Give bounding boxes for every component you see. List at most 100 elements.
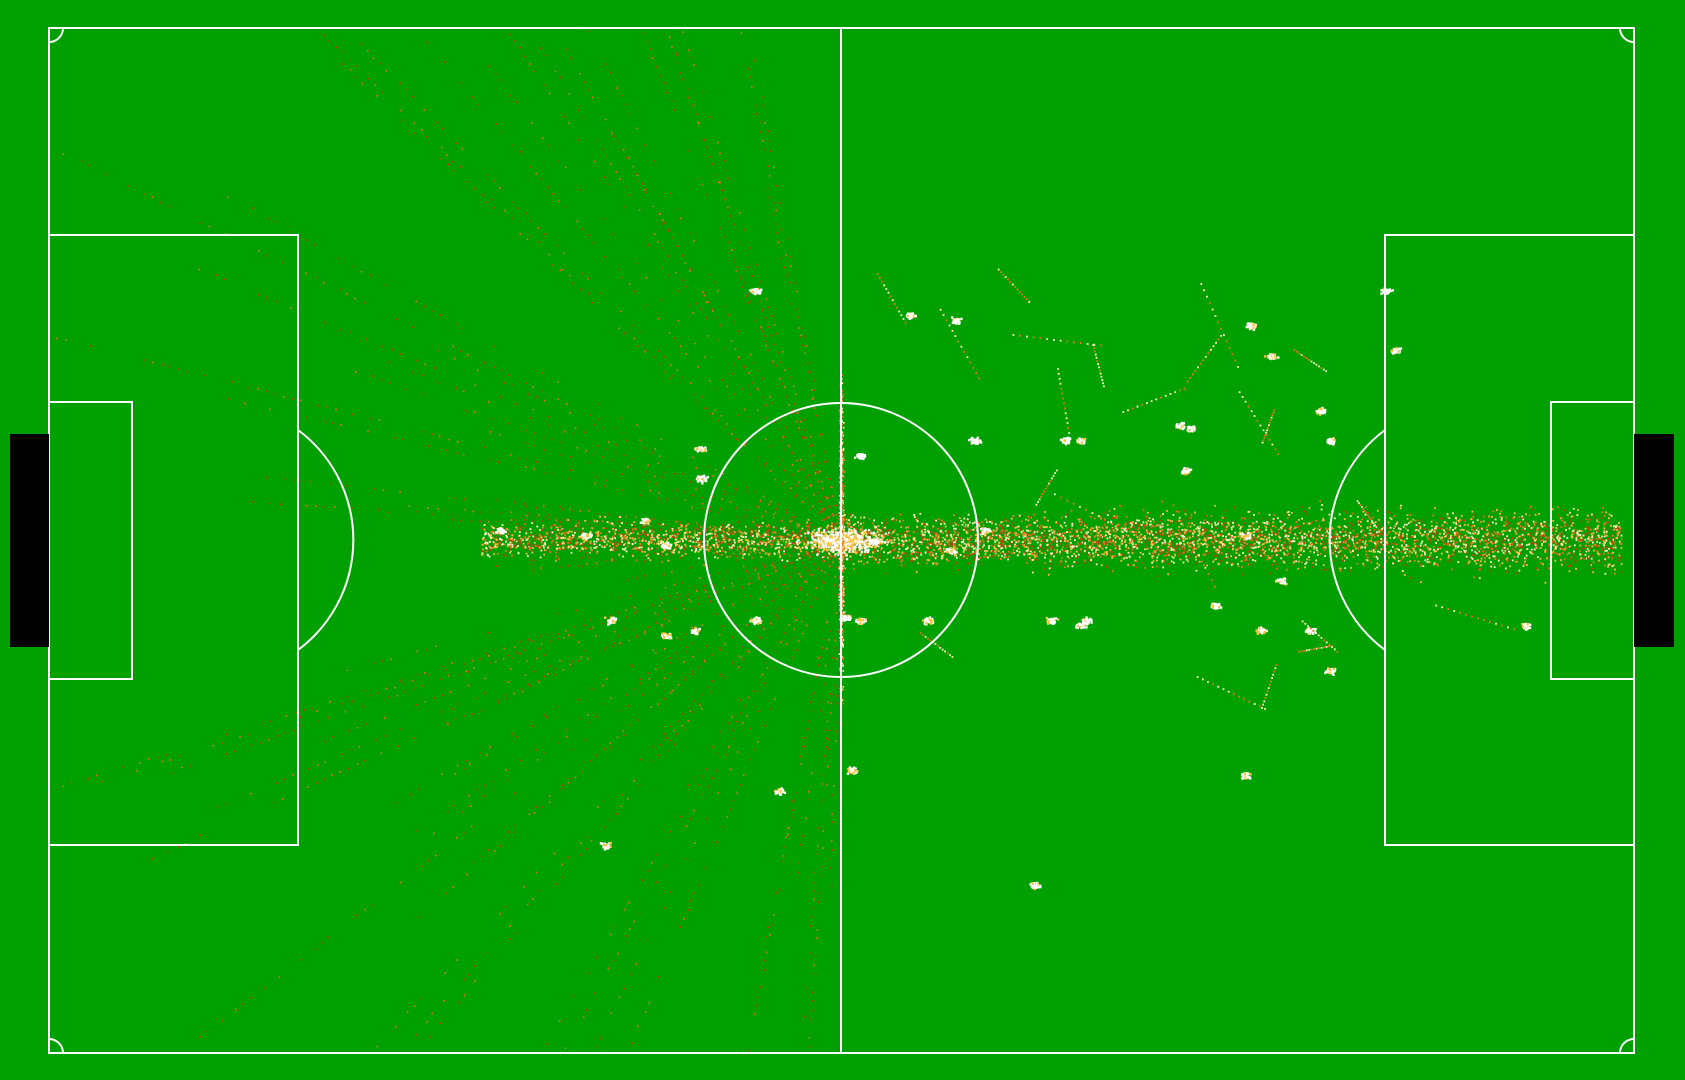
heat-point bbox=[732, 493, 735, 495]
heat-point bbox=[1017, 547, 1020, 550]
heat-point bbox=[1572, 531, 1575, 533]
heat-point bbox=[880, 548, 882, 551]
heat-point bbox=[757, 741, 759, 743]
heat-point bbox=[830, 702, 833, 705]
heat-point bbox=[1443, 529, 1445, 532]
heat-point bbox=[730, 340, 733, 342]
heat-point bbox=[1272, 521, 1275, 524]
heat-point bbox=[580, 718, 583, 721]
heat-point bbox=[1336, 544, 1339, 547]
heat-point bbox=[508, 374, 510, 376]
heat-point bbox=[1198, 538, 1201, 541]
heat-point bbox=[1339, 549, 1342, 552]
heat-point bbox=[558, 742, 560, 744]
heat-point bbox=[1477, 527, 1479, 529]
heat-point bbox=[506, 779, 509, 782]
heat-point bbox=[1494, 550, 1497, 552]
heat-point bbox=[620, 417, 622, 419]
heat-point bbox=[958, 544, 961, 546]
heat-point bbox=[616, 140, 619, 143]
heat-point bbox=[759, 121, 761, 123]
heat-point bbox=[810, 559, 812, 561]
heat-point bbox=[1107, 540, 1109, 543]
heat-point bbox=[463, 978, 465, 981]
heat-point bbox=[1406, 514, 1409, 516]
heat-point bbox=[767, 574, 769, 577]
heat-point bbox=[854, 550, 857, 552]
heat-point bbox=[509, 94, 512, 97]
heat-point bbox=[1084, 550, 1086, 552]
heat-point bbox=[827, 701, 829, 704]
heat-point bbox=[1004, 546, 1007, 549]
heat-point bbox=[523, 649, 525, 652]
heat-point bbox=[447, 674, 450, 677]
heat-point bbox=[413, 122, 416, 125]
heat-point bbox=[469, 763, 471, 765]
heat-point bbox=[1300, 549, 1302, 552]
heat-point bbox=[660, 518, 663, 521]
heat-point bbox=[1212, 555, 1215, 557]
heat-point bbox=[492, 789, 495, 792]
heat-point bbox=[800, 334, 803, 336]
heat-point bbox=[1302, 522, 1305, 525]
heat-point bbox=[1247, 528, 1250, 531]
heat-point bbox=[1356, 535, 1359, 538]
heat-point bbox=[1157, 522, 1160, 525]
heat-point bbox=[1452, 521, 1455, 524]
heat-point bbox=[628, 927, 631, 930]
heat-point bbox=[782, 436, 785, 438]
heat-point bbox=[821, 487, 824, 490]
heat-point bbox=[652, 649, 655, 651]
heat-point bbox=[1337, 534, 1339, 537]
heat-point bbox=[939, 548, 941, 551]
heat-point bbox=[1160, 529, 1163, 531]
heat-point bbox=[808, 1037, 811, 1039]
heat-point bbox=[1459, 529, 1462, 531]
heat-point bbox=[568, 274, 571, 277]
heat-point bbox=[625, 103, 627, 106]
heat-point bbox=[1377, 550, 1379, 553]
heat-point bbox=[1365, 550, 1368, 553]
heat-point bbox=[1049, 558, 1052, 561]
heat-point bbox=[617, 952, 620, 955]
heat-point bbox=[421, 129, 423, 131]
heat-point bbox=[457, 441, 459, 443]
heat-point bbox=[1193, 529, 1195, 532]
heat-point bbox=[817, 568, 819, 570]
heat-point bbox=[342, 63, 344, 65]
heat-point bbox=[1212, 540, 1215, 542]
heat-point bbox=[1210, 536, 1212, 539]
heat-point bbox=[984, 553, 987, 555]
heat-point bbox=[367, 430, 369, 433]
heat-point bbox=[178, 755, 181, 757]
heat-point bbox=[982, 524, 985, 527]
heat-point bbox=[1542, 563, 1544, 566]
heat-point bbox=[1114, 544, 1116, 546]
heat-point bbox=[769, 552, 772, 555]
heat-point bbox=[1433, 546, 1435, 548]
heat-point bbox=[760, 326, 762, 328]
heat-point bbox=[745, 509, 747, 511]
heat-point bbox=[378, 419, 381, 421]
heat-point bbox=[709, 156, 712, 158]
heat-point bbox=[1194, 538, 1197, 541]
heat-point bbox=[786, 550, 788, 552]
heat-point bbox=[809, 701, 812, 703]
heat-point bbox=[1521, 545, 1524, 548]
heat-point bbox=[1340, 535, 1343, 538]
heat-point bbox=[1208, 522, 1210, 525]
heat-point bbox=[1277, 517, 1279, 520]
heat-point bbox=[1193, 546, 1196, 548]
heat-point bbox=[467, 684, 470, 687]
heat-point bbox=[764, 512, 767, 514]
heat-point bbox=[669, 725, 672, 728]
heat-point bbox=[804, 467, 807, 470]
heat-point bbox=[669, 661, 672, 664]
heat-point bbox=[1433, 529, 1435, 532]
heat-point bbox=[868, 517, 871, 520]
heat-point bbox=[912, 560, 914, 563]
heat-point bbox=[968, 542, 971, 545]
heat-point bbox=[1472, 528, 1475, 530]
heat-point bbox=[1431, 525, 1433, 527]
heat-point bbox=[806, 569, 809, 572]
